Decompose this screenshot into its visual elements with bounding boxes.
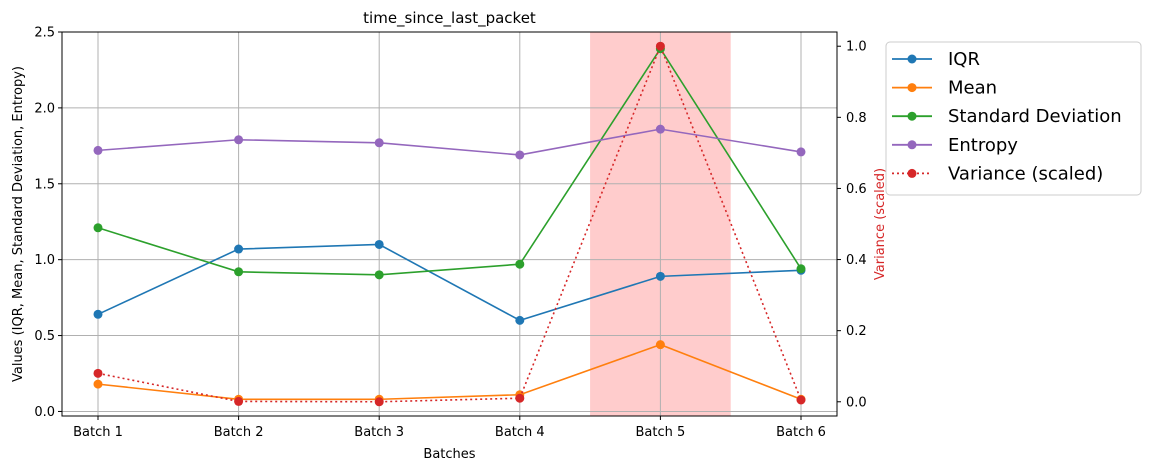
data-point <box>93 145 103 155</box>
legend-box <box>885 41 1142 196</box>
legend-label: Variance (scaled) <box>948 163 1103 184</box>
data-point <box>234 267 244 277</box>
y2-tick-label: 0.8 <box>846 111 867 126</box>
data-point <box>234 396 244 406</box>
data-point <box>515 393 525 403</box>
series-line <box>97 47 802 276</box>
data-point <box>655 340 665 350</box>
y-tick-label: 1.5 <box>34 177 55 192</box>
data-point <box>374 239 384 249</box>
legend-marker <box>907 111 917 121</box>
data-point <box>515 259 525 269</box>
legend-label: IQR <box>948 49 980 70</box>
y-tick-label: 2.5 <box>34 26 55 41</box>
data-point <box>655 124 665 134</box>
x-tick-label: Batch 4 <box>495 425 545 440</box>
y-tick-label: 1.0 <box>34 253 55 268</box>
y-tick-label: 0.0 <box>34 405 55 420</box>
y2-tick-label: 0.2 <box>846 324 867 339</box>
grid <box>62 31 837 416</box>
data-point <box>374 270 384 280</box>
data-point <box>93 309 103 319</box>
data-point <box>796 395 806 405</box>
y2-tick-label: 0.6 <box>846 182 867 197</box>
legend-marker <box>907 168 917 178</box>
x-tick-label: Batch 2 <box>214 425 264 440</box>
plot-frame <box>61 31 838 417</box>
series-line <box>97 243 802 322</box>
y-tick-label: 0.5 <box>34 329 55 344</box>
legend-label: Mean <box>948 78 997 99</box>
data-point <box>93 368 103 378</box>
x-axis-title: Batches <box>423 447 475 462</box>
legend-marker <box>907 140 917 150</box>
chart-title: time_since_last_packet <box>363 9 536 28</box>
series-line <box>97 343 802 401</box>
data-point <box>515 150 525 160</box>
x-tick-label: Batch 6 <box>776 425 826 440</box>
data-point <box>796 147 806 157</box>
legend-items: IQR Mean Standard Deviation Entropy Variance… <box>892 49 1122 184</box>
data-point <box>93 223 103 233</box>
data-point <box>655 271 665 281</box>
x-tick-label: Batch 5 <box>636 425 686 440</box>
legend-marker <box>907 54 917 64</box>
data-point <box>655 41 665 51</box>
y2-tick-label: 0.4 <box>846 253 867 268</box>
axes: Batch 1 Batch 2 Batch 3 Batch 4 Batch 5 Batch… <box>34 26 866 441</box>
x-tick-label: Batch 1 <box>73 425 123 440</box>
legend-label: Entropy <box>948 135 1018 156</box>
series-layer <box>93 41 806 407</box>
data-point <box>374 138 384 148</box>
series-line <box>97 128 802 156</box>
data-point <box>515 315 525 325</box>
y2-tick-label: 0.0 <box>846 395 867 410</box>
data-point <box>234 135 244 145</box>
y-axis-title: Values (IQR, Mean, Standard Deviation, E… <box>11 66 26 382</box>
data-point <box>234 244 244 254</box>
data-point <box>796 264 806 274</box>
y-tick-label: 2.0 <box>34 101 55 116</box>
data-point <box>93 379 103 389</box>
x-tick-label: Batch 3 <box>354 425 404 440</box>
y2-tick-label: 1.0 <box>846 40 867 55</box>
legend-label: Standard Deviation <box>948 106 1122 127</box>
legend-marker <box>907 83 917 93</box>
y2-axis-title: Variance (scaled) <box>873 168 888 280</box>
legend: IQR Mean Standard Deviation Entropy Variance… <box>885 41 1142 196</box>
data-point <box>374 397 384 407</box>
